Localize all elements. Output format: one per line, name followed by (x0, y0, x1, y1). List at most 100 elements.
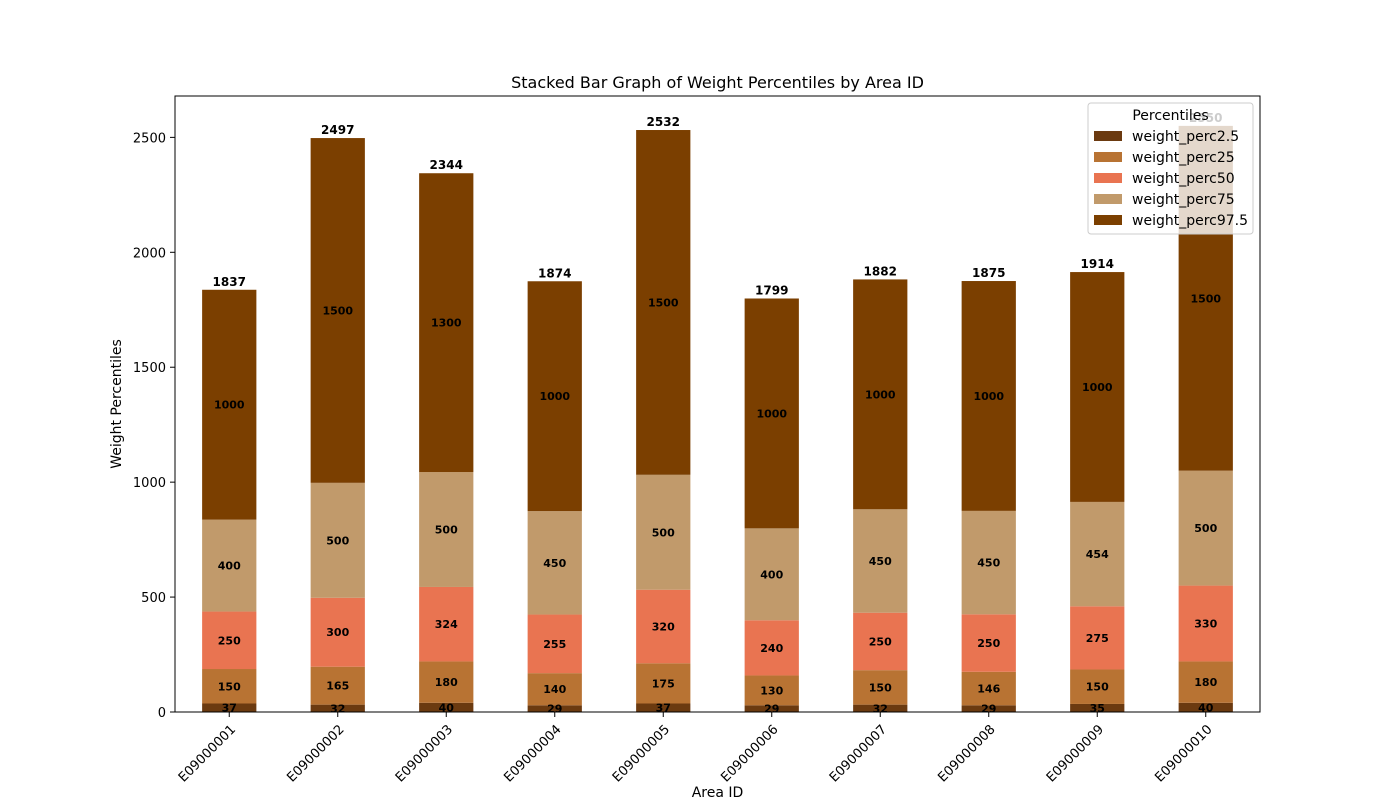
bar-total-label: 2497 (321, 123, 354, 137)
segment-value-label: 250 (977, 637, 1000, 650)
bar-total-label: 1874 (538, 266, 571, 280)
y-tick-label: 2000 (133, 246, 166, 261)
segment-value-label: 150 (1086, 681, 1109, 694)
segment-value-label: 1000 (1082, 381, 1113, 394)
bar-total-label: 2532 (647, 115, 680, 129)
bar-segment-weight_perc50-E09000002 (310, 597, 365, 667)
bar-total-label: 1799 (755, 283, 788, 297)
bar-segment-weight_perc50-E09000010 (1178, 585, 1233, 662)
bar-segment-weight_perc75-E09000009 (1070, 501, 1125, 607)
x-axis-title: Area ID (692, 785, 744, 800)
bar-segment-weight_perc97.5-E09000009 (1070, 272, 1125, 502)
segment-value-label: 500 (1194, 522, 1217, 535)
bar-segment-weight_perc25-E09000006 (744, 675, 799, 706)
segment-value-label: 1000 (865, 388, 896, 401)
segment-value-label: 1300 (431, 317, 462, 330)
segment-value-label: 400 (760, 568, 783, 581)
bar-segment-weight_perc2.5-E09000010 (1178, 702, 1233, 712)
bar-segment-weight_perc97.5-E09000004 (527, 281, 582, 512)
y-axis: 0 500 1000 1500 2000 2500 (133, 131, 175, 721)
segment-value-label: 500 (326, 534, 349, 547)
bar-segment-weight_perc2.5-E09000009 (1070, 703, 1125, 712)
x-tick-label: E09000001 (176, 722, 239, 785)
segment-value-label: 180 (1194, 676, 1217, 689)
x-tick-label: E09000004 (501, 722, 564, 785)
segment-value-label: 500 (652, 526, 675, 539)
bar-segment-weight_perc75-E09000003 (419, 472, 474, 587)
segment-value-label: 450 (543, 557, 566, 570)
bar-segment-weight_perc75-E09000002 (310, 482, 365, 598)
bar-segment-weight_perc25-E09000008 (961, 671, 1016, 706)
segment-value-label: 1500 (648, 296, 679, 309)
bar-segment-weight_perc2.5-E09000002 (310, 704, 365, 712)
segment-value-label: 150 (218, 680, 241, 693)
segment-value-label: 324 (435, 618, 458, 631)
bar-segment-weight_perc75-E09000005 (636, 474, 691, 590)
legend-label: weight_perc75 (1132, 192, 1235, 208)
x-tick-label: E09000005 (610, 722, 673, 785)
segment-value-label: 180 (435, 676, 458, 689)
plot-frame (174, 95, 1261, 713)
bar-segment-weight_perc2.5-E09000003 (419, 702, 474, 712)
total-labels-group: 1837249723441874253217991882187519142550 (213, 111, 1223, 298)
y-tick-label: 2500 (133, 131, 166, 146)
legend-label: weight_perc2.5 (1132, 129, 1239, 145)
bar-segment-weight_perc97.5-E09000007 (853, 279, 908, 510)
bar-segment-weight_perc97.5-E09000008 (961, 281, 1016, 511)
segment-value-label: 40 (439, 701, 455, 714)
segment-value-label: 320 (652, 620, 675, 633)
segment-value-label: 400 (218, 560, 241, 573)
bar-total-label: 1914 (1081, 257, 1114, 271)
segment-value-label: 1500 (1190, 292, 1221, 305)
segment-value-label: 1000 (214, 399, 245, 412)
segment-value-label: 275 (1086, 632, 1109, 645)
x-tick-label: E09000006 (718, 722, 781, 785)
legend-label: weight_perc50 (1132, 171, 1235, 187)
bar-segment-weight_perc50-E09000005 (636, 589, 691, 664)
segment-labels-group: 3715025040010003216530050015004018032450… (214, 292, 1221, 715)
bar-segment-weight_perc2.5-E09000007 (853, 704, 908, 712)
bar-total-label: 1837 (213, 275, 246, 289)
segment-value-label: 40 (1198, 701, 1214, 714)
y-tick-label: 1500 (133, 361, 166, 376)
x-tick-label: E09000010 (1152, 722, 1215, 785)
bar-segment-weight_perc2.5-E09000001 (202, 703, 257, 712)
bar-segment-weight_perc75-E09000006 (744, 528, 799, 621)
bar-total-label: 1875 (972, 266, 1005, 280)
bar-segment-weight_perc75-E09000010 (1178, 470, 1233, 586)
bar-segment-weight_perc50-E09000003 (419, 586, 474, 662)
chart-title: Stacked Bar Graph of Weight Percentiles … (511, 73, 924, 92)
legend-swatch (1094, 194, 1122, 204)
bars-group (202, 125, 1233, 712)
legend-swatch (1094, 173, 1122, 183)
segment-value-label: 140 (543, 683, 566, 696)
segment-value-label: 37 (656, 702, 671, 715)
y-tick-label: 1000 (133, 476, 166, 491)
segment-value-label: 255 (543, 638, 566, 651)
segment-value-label: 1000 (756, 407, 787, 420)
segment-value-label: 300 (326, 626, 349, 639)
segment-value-label: 130 (760, 684, 783, 697)
y-tick-label: 500 (141, 591, 166, 606)
segment-value-label: 450 (869, 555, 892, 568)
bar-segment-weight_perc25-E09000010 (1178, 661, 1233, 703)
segment-value-label: 37 (222, 702, 237, 715)
bar-segment-weight_perc2.5-E09000004 (527, 705, 582, 712)
legend: Percentiles weight_perc2.5 weight_perc25we… (1087, 102, 1254, 235)
legend-label: weight_perc97.5 (1132, 213, 1248, 229)
bar-segment-weight_perc75-E09000004 (527, 511, 582, 615)
legend-swatch (1094, 152, 1122, 162)
x-axis: E09000001 E09000002 E09000003 E09000004 E090… (176, 712, 1216, 785)
segment-value-label: 454 (1086, 548, 1109, 561)
legend-label: weight_perc25 (1132, 150, 1235, 166)
segment-value-label: 146 (977, 683, 1000, 696)
y-tick-label: 0 (158, 706, 166, 721)
x-tick-label: E09000008 (935, 722, 998, 785)
bar-segment-weight_perc2.5-E09000008 (961, 705, 1016, 712)
segment-value-label: 250 (218, 634, 241, 647)
bar-segment-weight_perc97.5-E09000006 (744, 298, 799, 529)
bar-segment-weight_perc50-E09000009 (1070, 606, 1125, 670)
x-tick-label: E09000009 (1044, 722, 1107, 785)
segment-value-label: 150 (869, 681, 892, 694)
bar-segment-weight_perc25-E09000005 (636, 663, 691, 704)
